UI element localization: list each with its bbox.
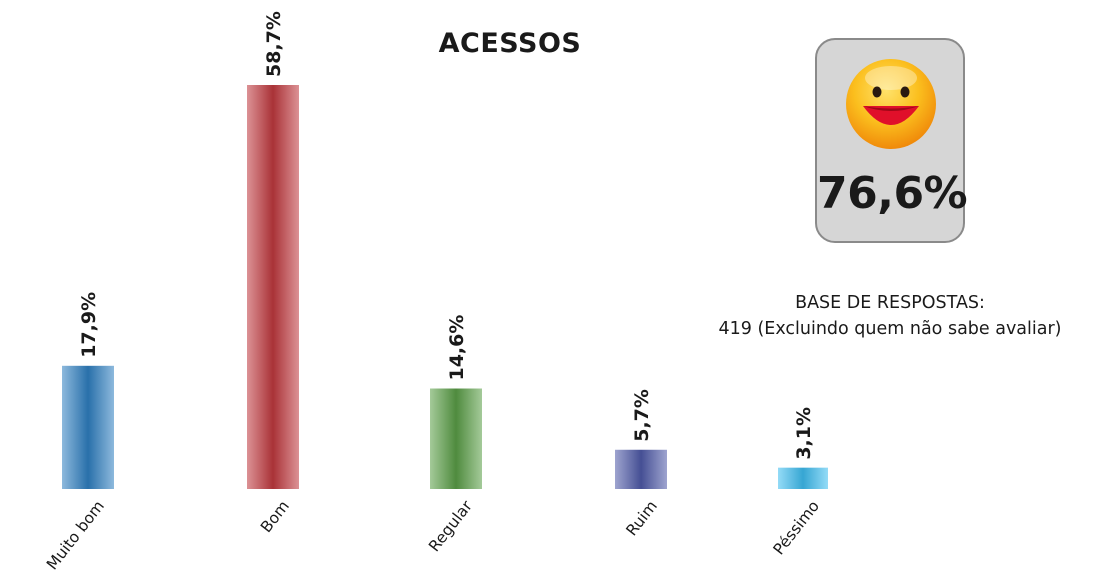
category-label-2: Regular (425, 497, 476, 555)
value-label-2: 14,6% (446, 315, 468, 381)
category-label-1: Bom (257, 497, 293, 536)
bars-layer (62, 85, 828, 489)
bar-2 (430, 388, 482, 489)
bar-0 (62, 365, 114, 489)
value-labels-layer: 17,9% 58,7% 14,6% 5,7% 3,1% (78, 11, 815, 460)
response-base-label: BASE DE RESPOSTAS: 419 (Excluindo quem n… (690, 290, 1090, 342)
bar-3 (615, 449, 667, 489)
satisfaction-badge: 76,6% (815, 38, 968, 243)
category-labels-layer: Muito bom Bom Regular Ruim Péssimo (43, 497, 823, 574)
value-label-4: 3,1% (793, 407, 815, 460)
chart-title: ACESSOS (438, 28, 582, 59)
response-base-title: BASE DE RESPOSTAS: (795, 293, 985, 313)
value-label-3: 5,7% (631, 389, 653, 442)
bar-1 (247, 85, 299, 489)
badge-value: 76,6% (817, 168, 968, 219)
value-label-1: 58,7% (263, 11, 285, 77)
bar-4 (778, 467, 828, 489)
response-base-count: 419 (Excluindo quem não sabe avaliar) (718, 319, 1062, 339)
smiley-face-icon (846, 59, 936, 149)
category-label-0: Muito bom (43, 497, 108, 573)
value-label-0: 17,9% (78, 292, 100, 358)
category-label-4: Péssimo (770, 497, 823, 558)
category-label-3: Ruim (623, 497, 661, 539)
